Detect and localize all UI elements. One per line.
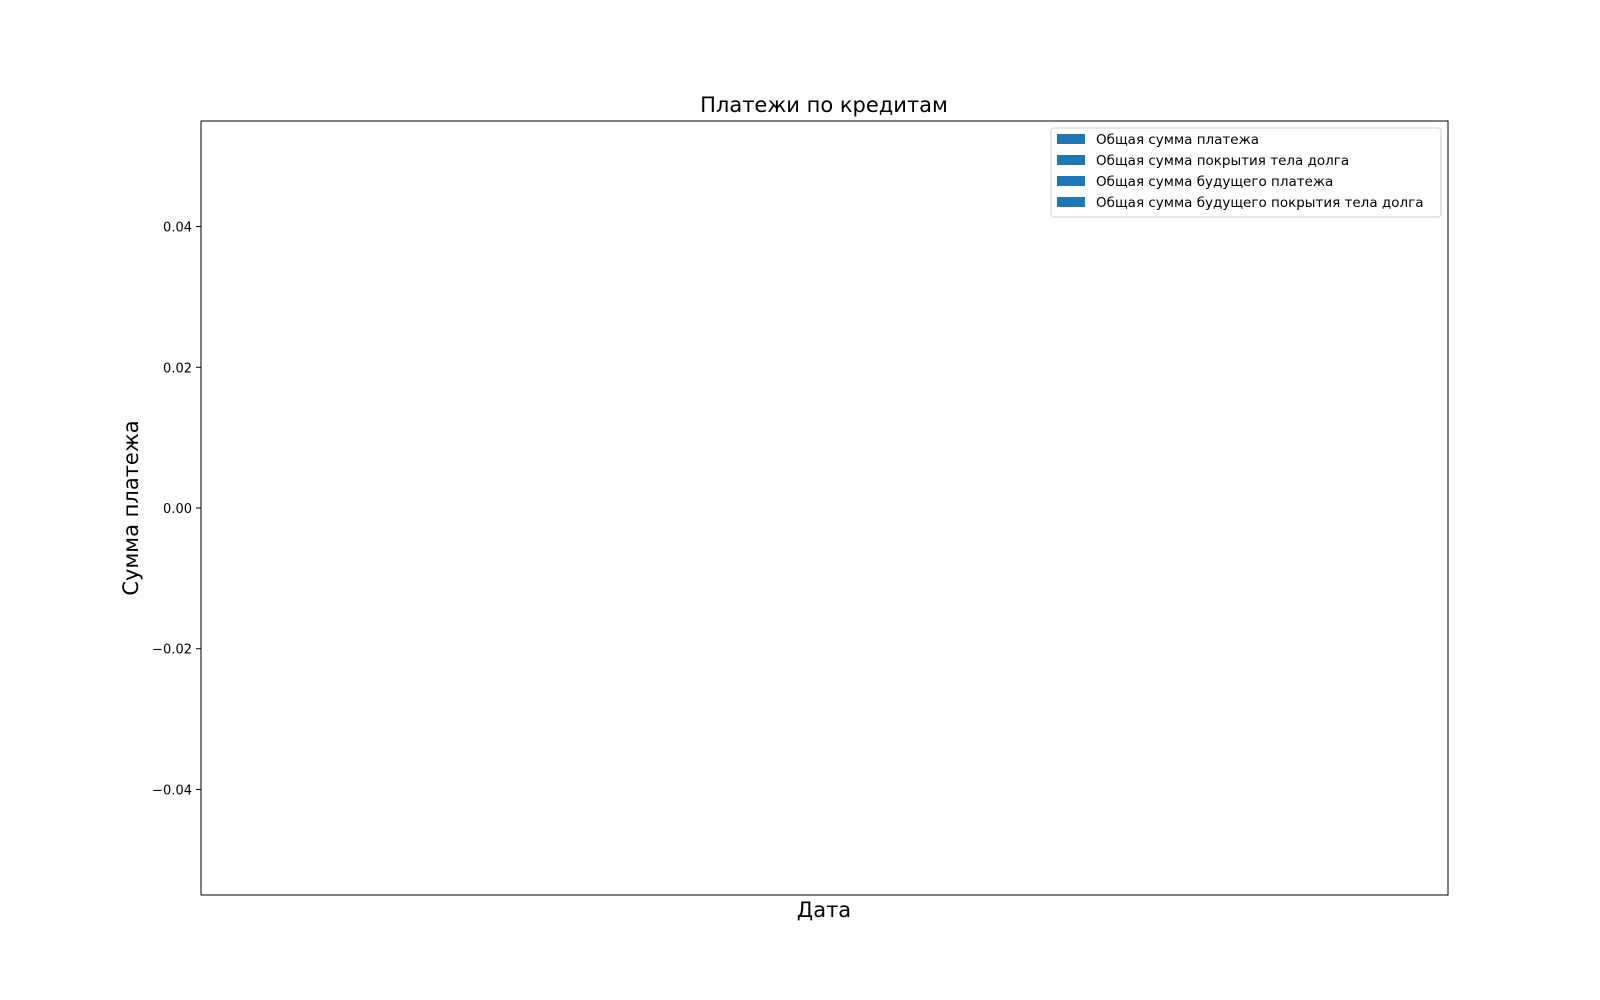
legend-swatch (1057, 134, 1085, 144)
y-tick-label: 0.04 (163, 221, 192, 236)
y-tick-label: −0.02 (152, 643, 192, 658)
y-tick-label: 0.00 (163, 502, 192, 517)
y-axis-label: Сумма платежа (119, 420, 143, 595)
legend-label: Общая сумма платежа (1096, 132, 1259, 148)
y-tick-label: −0.04 (152, 783, 192, 798)
y-tick-label: 0.02 (163, 361, 192, 376)
x-axis-label: Дата (797, 898, 851, 922)
legend-swatch (1057, 155, 1085, 165)
legend-label: Общая сумма покрытия тела долга (1096, 153, 1349, 169)
plot-frame (200, 120, 1449, 896)
legend-label: Общая сумма будущего покрытия тела долга (1096, 195, 1423, 211)
y-axis: 0.04 0.02 0.00 −0.02 −0.04 (152, 221, 201, 798)
legend-label: Общая сумма будущего платежа (1096, 174, 1333, 190)
legend-frame (1050, 127, 1442, 218)
legend-swatch (1057, 197, 1085, 207)
plot-area (200, 120, 1449, 896)
chart-title: Платежи по кредитам (700, 93, 948, 117)
legend: Общая сумма платежа Общая сумма покрытия … (1050, 127, 1442, 218)
legend-swatch (1057, 176, 1085, 186)
